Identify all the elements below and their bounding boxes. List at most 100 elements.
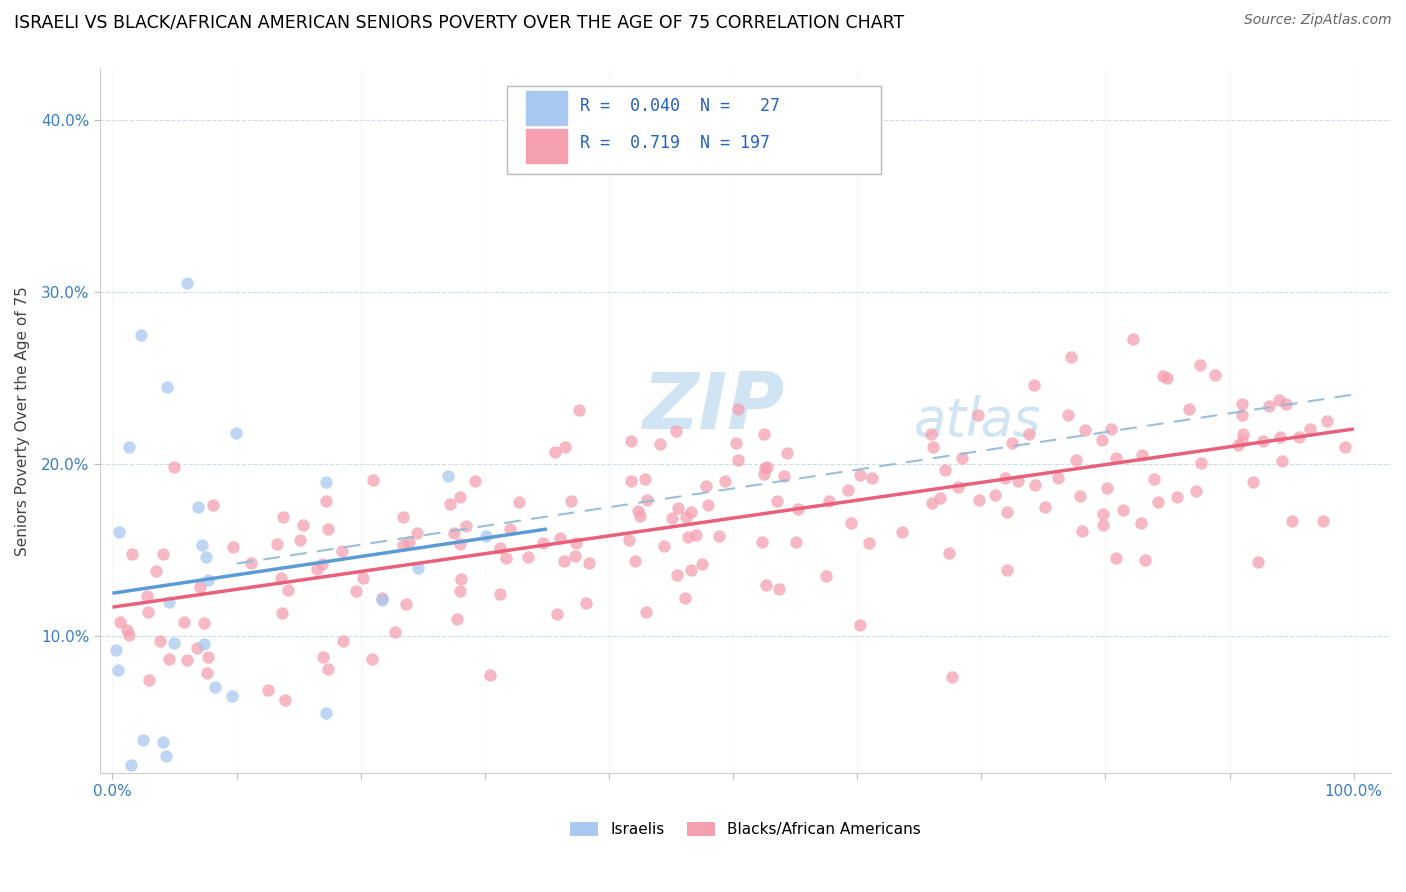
Point xyxy=(152,547,174,561)
Point xyxy=(1111,503,1133,517)
Point xyxy=(392,509,415,524)
Point xyxy=(474,529,496,543)
Point xyxy=(620,474,643,488)
Point xyxy=(624,554,647,568)
Point xyxy=(695,479,717,493)
Point xyxy=(1288,430,1310,444)
Point xyxy=(136,605,159,619)
Point xyxy=(1057,408,1080,422)
Point xyxy=(508,494,530,508)
Point xyxy=(1152,368,1174,383)
Point xyxy=(634,472,657,486)
Point xyxy=(271,606,294,620)
Point xyxy=(564,549,586,563)
Point xyxy=(690,557,713,571)
Point xyxy=(195,665,218,680)
Point xyxy=(661,511,683,525)
Point xyxy=(1091,517,1114,532)
Point xyxy=(221,540,243,554)
FancyBboxPatch shape xyxy=(506,87,882,174)
Text: Source: ZipAtlas.com: Source: ZipAtlas.com xyxy=(1244,13,1392,28)
Point xyxy=(993,471,1015,485)
Point xyxy=(995,504,1018,518)
Point xyxy=(891,525,914,540)
Point xyxy=(315,706,337,721)
Point xyxy=(149,633,172,648)
Point xyxy=(950,451,973,466)
Point xyxy=(204,681,226,695)
Point xyxy=(292,517,315,532)
Point xyxy=(772,468,794,483)
Point xyxy=(1185,483,1208,498)
Point xyxy=(316,662,339,676)
Point xyxy=(311,558,333,572)
Point xyxy=(495,550,517,565)
Text: R =  0.040  N =   27: R = 0.040 N = 27 xyxy=(581,96,780,114)
Point xyxy=(446,612,468,626)
Point xyxy=(464,475,486,489)
Point xyxy=(118,628,141,642)
Point xyxy=(1018,426,1040,441)
Point xyxy=(449,583,471,598)
Point xyxy=(546,607,568,622)
Point xyxy=(197,573,219,587)
Point xyxy=(620,434,643,448)
Point xyxy=(499,522,522,536)
Point xyxy=(1074,423,1097,437)
Point xyxy=(1230,396,1253,410)
Point xyxy=(1064,453,1087,467)
Text: ISRAELI VS BLACK/AFRICAN AMERICAN SENIORS POVERTY OVER THE AGE OF 75 CORRELATION: ISRAELI VS BLACK/AFRICAN AMERICAN SENIOR… xyxy=(14,13,904,31)
Point xyxy=(157,595,180,609)
Point xyxy=(352,571,374,585)
Point xyxy=(188,580,211,594)
Point xyxy=(814,569,837,583)
Point xyxy=(650,437,672,451)
Point xyxy=(371,591,394,605)
Point xyxy=(516,550,538,565)
Point xyxy=(1130,448,1153,462)
Point xyxy=(1189,358,1212,372)
Point xyxy=(1267,393,1289,408)
Point xyxy=(315,494,337,508)
Point xyxy=(225,426,247,441)
Bar xyxy=(526,92,568,126)
Point xyxy=(398,535,420,549)
Point xyxy=(967,409,990,423)
Point xyxy=(1312,514,1334,528)
Point xyxy=(489,587,512,601)
Point xyxy=(636,605,658,619)
Point xyxy=(929,491,952,505)
Point xyxy=(157,652,180,666)
Point xyxy=(274,693,297,707)
Point xyxy=(754,426,776,441)
Point xyxy=(1232,427,1254,442)
Point xyxy=(195,550,218,565)
Point xyxy=(946,480,969,494)
Point xyxy=(727,402,749,417)
Point xyxy=(201,498,224,512)
Point xyxy=(239,556,262,570)
Text: ZIP: ZIP xyxy=(643,369,785,445)
Point xyxy=(221,689,243,703)
Point xyxy=(920,426,942,441)
Point xyxy=(1099,422,1122,436)
Point xyxy=(110,615,132,629)
Point xyxy=(1177,401,1199,416)
Point xyxy=(1035,500,1057,514)
Point xyxy=(176,277,198,291)
Point xyxy=(1204,368,1226,382)
Point xyxy=(371,593,394,607)
Point xyxy=(786,501,808,516)
Point xyxy=(679,563,702,577)
Point xyxy=(443,526,465,541)
Point xyxy=(752,467,775,481)
Point xyxy=(449,537,471,551)
Point xyxy=(848,467,870,482)
Point xyxy=(543,445,565,459)
Point xyxy=(1281,515,1303,529)
Point xyxy=(332,633,354,648)
Point xyxy=(1060,351,1083,365)
Point xyxy=(839,516,862,531)
Point xyxy=(1230,434,1253,449)
Point xyxy=(707,529,730,543)
